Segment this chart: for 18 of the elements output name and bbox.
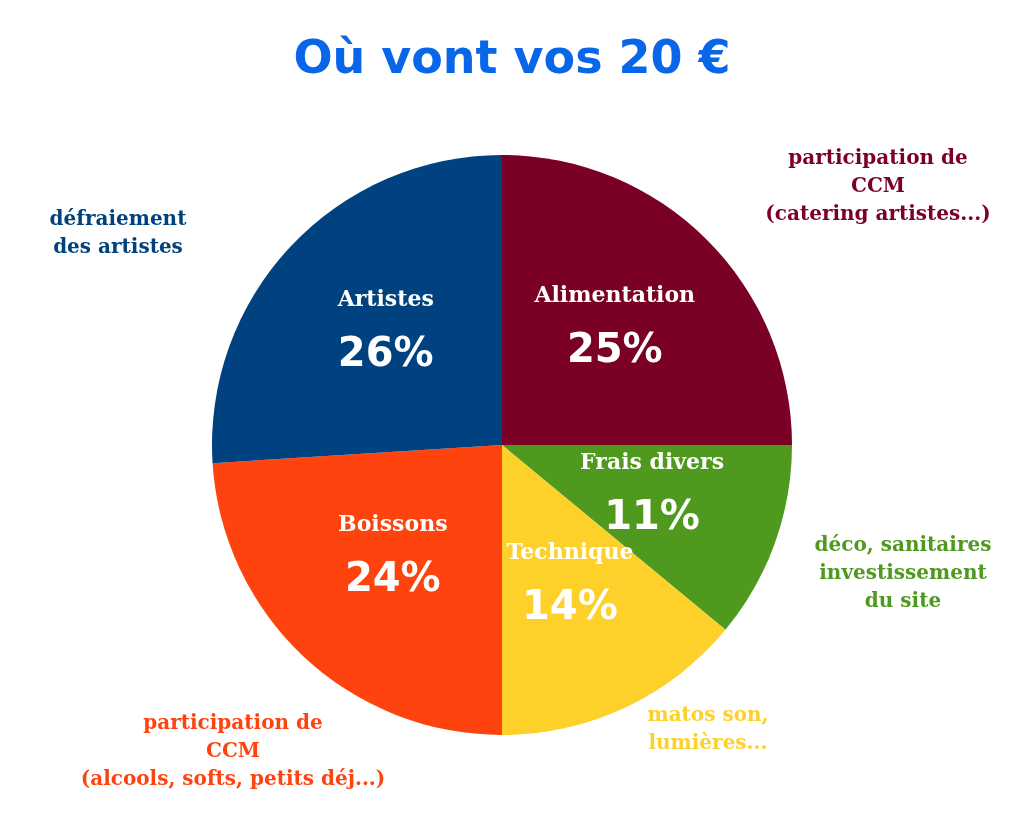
text: matos son, lumières... [646, 701, 770, 756]
slice-label: Boissons [338, 510, 448, 537]
text: participation de CCM (alcools, softs, petits déj...) [79, 709, 387, 792]
pie-slice [212, 155, 502, 464]
slice-label: Alimentation [533, 281, 696, 308]
slice-label: Frais divers [580, 448, 725, 475]
data-label: 11% [604, 492, 700, 539]
slice-label: Artistes [336, 284, 434, 311]
data-label: 26% [337, 328, 434, 375]
text: déco, sanitaires investissement du site [813, 531, 993, 614]
pie-slice [502, 445, 792, 630]
slice-label: Technique [506, 538, 634, 565]
text: participation de CCM (catering artistes...) [764, 144, 992, 227]
data-label: 14% [522, 582, 618, 629]
data-label: 25% [566, 325, 663, 372]
text: défraiement des artistes [48, 205, 188, 260]
chart-title: Où vont vos 20 € [292, 30, 732, 84]
data-label: 24% [344, 554, 441, 601]
